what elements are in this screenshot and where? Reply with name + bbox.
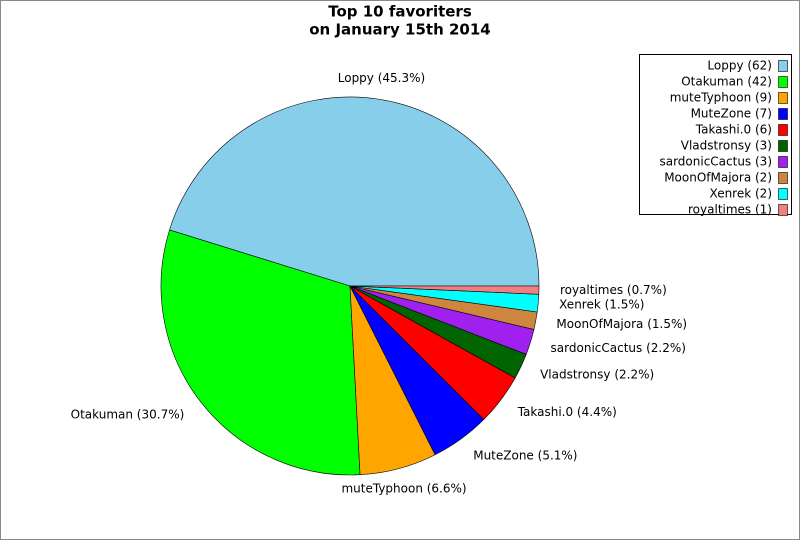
pie-slice: [160, 229, 361, 476]
legend-label: Vladstronsy (3): [681, 139, 772, 153]
slice-label: sardonicCactus (2.2%): [551, 341, 686, 355]
legend-swatch: [778, 172, 788, 184]
legend-label: Otakuman (42): [681, 75, 772, 89]
chart-title: Top 10 favoriters: [328, 3, 472, 21]
slice-label: Vladstronsy (2.2%): [540, 368, 654, 382]
legend-box: [639, 54, 792, 215]
legend-swatch: [778, 108, 788, 120]
pie-slice: [349, 285, 540, 295]
legend-swatch: [778, 76, 788, 88]
legend-label: royaltimes (1): [688, 203, 772, 217]
legend-swatch: [778, 124, 788, 136]
chart-title: on January 15th 2014: [309, 21, 490, 39]
legend-swatch: [778, 60, 788, 72]
legend-label: Loppy (62): [707, 59, 772, 73]
legend-label: Takashi.0 (6): [695, 123, 772, 137]
legend-swatch: [778, 140, 788, 152]
legend-label: MoonOfMajora (2): [664, 171, 772, 185]
legend-label: muteTyphoon (9): [670, 91, 772, 105]
pie-slice: [169, 96, 540, 287]
slice-label: royaltimes (0.7%): [560, 283, 667, 297]
legend-label: Xenrek (2): [710, 187, 772, 201]
slice-label: Otakuman (30.7%): [71, 408, 185, 422]
slice-label: Takashi.0 (4.4%): [517, 405, 617, 419]
legend-swatch: [778, 204, 788, 216]
legend-label: MuteZone (7): [691, 107, 772, 121]
legend-swatch: [778, 92, 788, 104]
legend-label: sardonicCactus (3): [659, 155, 772, 169]
slice-label: MuteZone (5.1%): [473, 449, 577, 463]
slice-label: Loppy (45.3%): [338, 71, 425, 85]
legend-swatch: [778, 156, 788, 168]
slice-label: MoonOfMajora (1.5%): [556, 317, 687, 331]
legend-swatch: [778, 188, 788, 200]
slice-label: Xenrek (1.5%): [559, 298, 644, 312]
slice-label: muteTyphoon (6.6%): [341, 481, 466, 495]
